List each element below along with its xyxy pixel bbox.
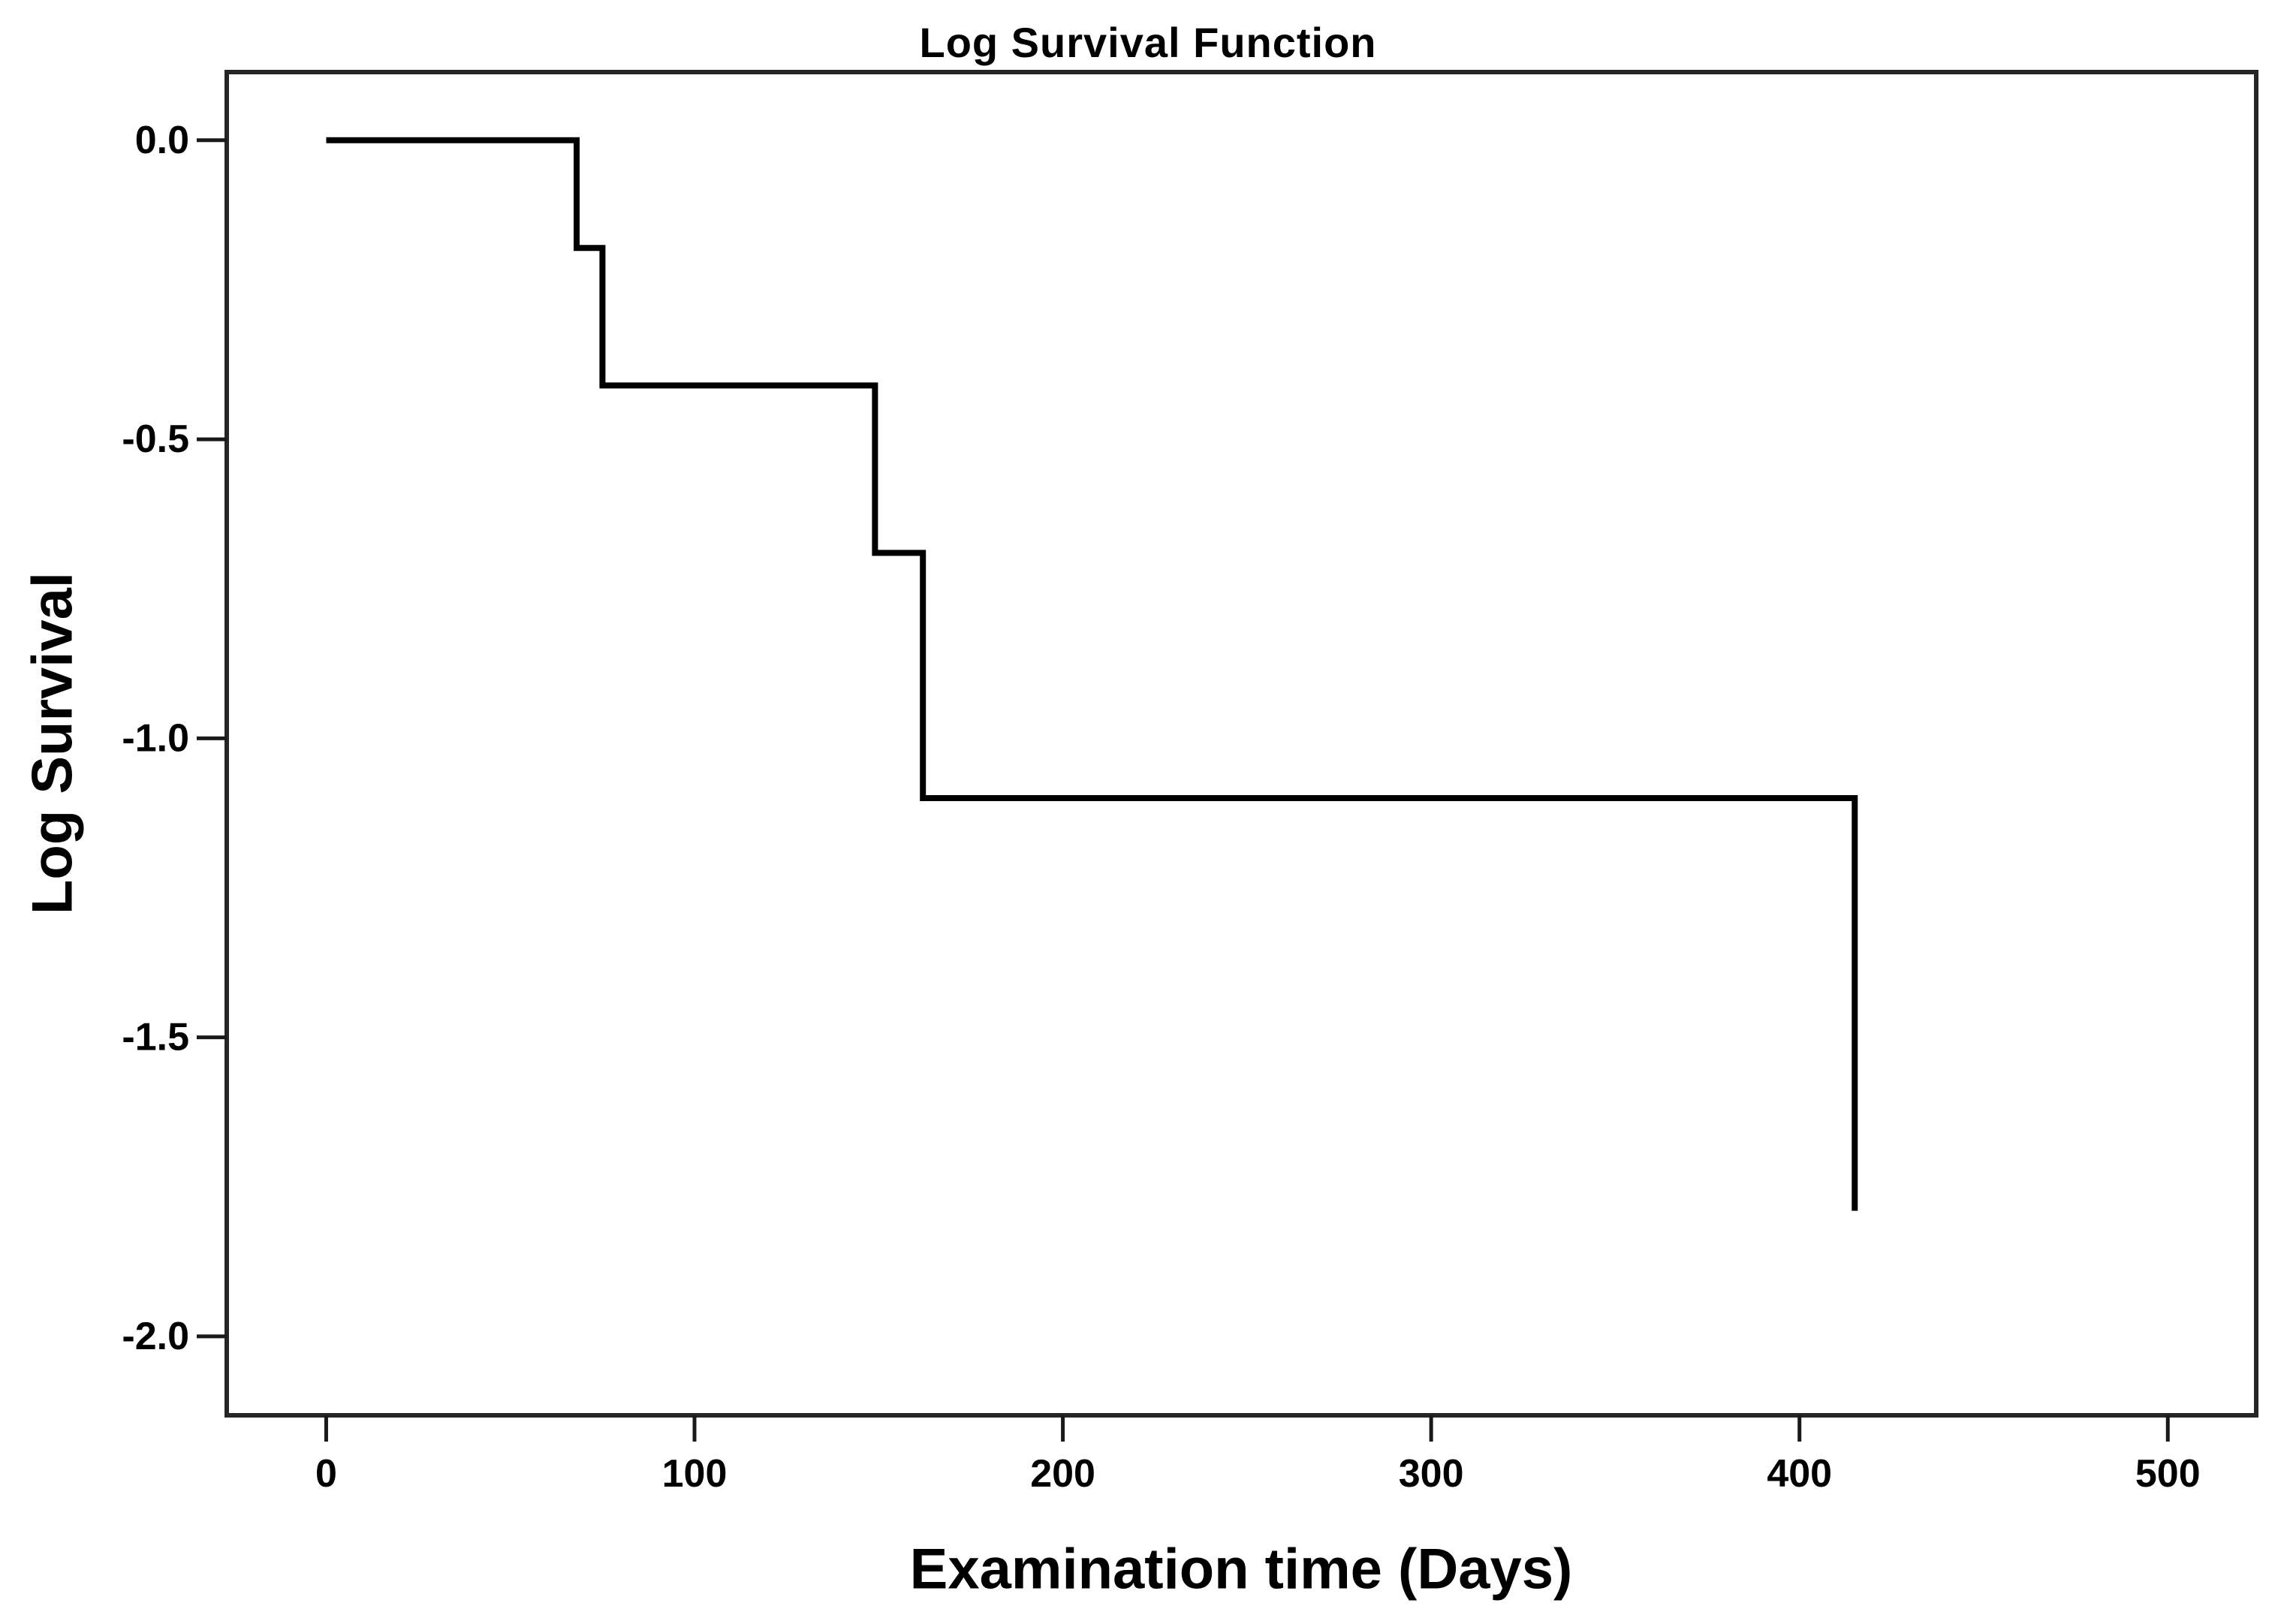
y-tick-label: -1.5 bbox=[122, 1016, 189, 1059]
x-tick-label: 500 bbox=[2135, 1452, 2201, 1496]
chart-title: Log Survival Function bbox=[919, 19, 1377, 66]
x-tick-label: 200 bbox=[1030, 1452, 1095, 1496]
x-axis-title: Examination time (Days) bbox=[909, 1537, 1573, 1601]
x-tick-label: 300 bbox=[1399, 1452, 1464, 1496]
y-tick-label: -1.0 bbox=[122, 716, 189, 760]
x-tick-label: 100 bbox=[662, 1452, 728, 1496]
y-tick-label: -0.5 bbox=[122, 417, 189, 461]
y-tick-label: 0.0 bbox=[135, 119, 189, 162]
plot-frame bbox=[224, 70, 2258, 1418]
y-tick-label: -2.0 bbox=[122, 1315, 189, 1358]
survival-step-curve bbox=[326, 137, 1858, 1211]
x-tick-label: 400 bbox=[1767, 1452, 1832, 1496]
x-tick-label: 0 bbox=[315, 1452, 337, 1496]
